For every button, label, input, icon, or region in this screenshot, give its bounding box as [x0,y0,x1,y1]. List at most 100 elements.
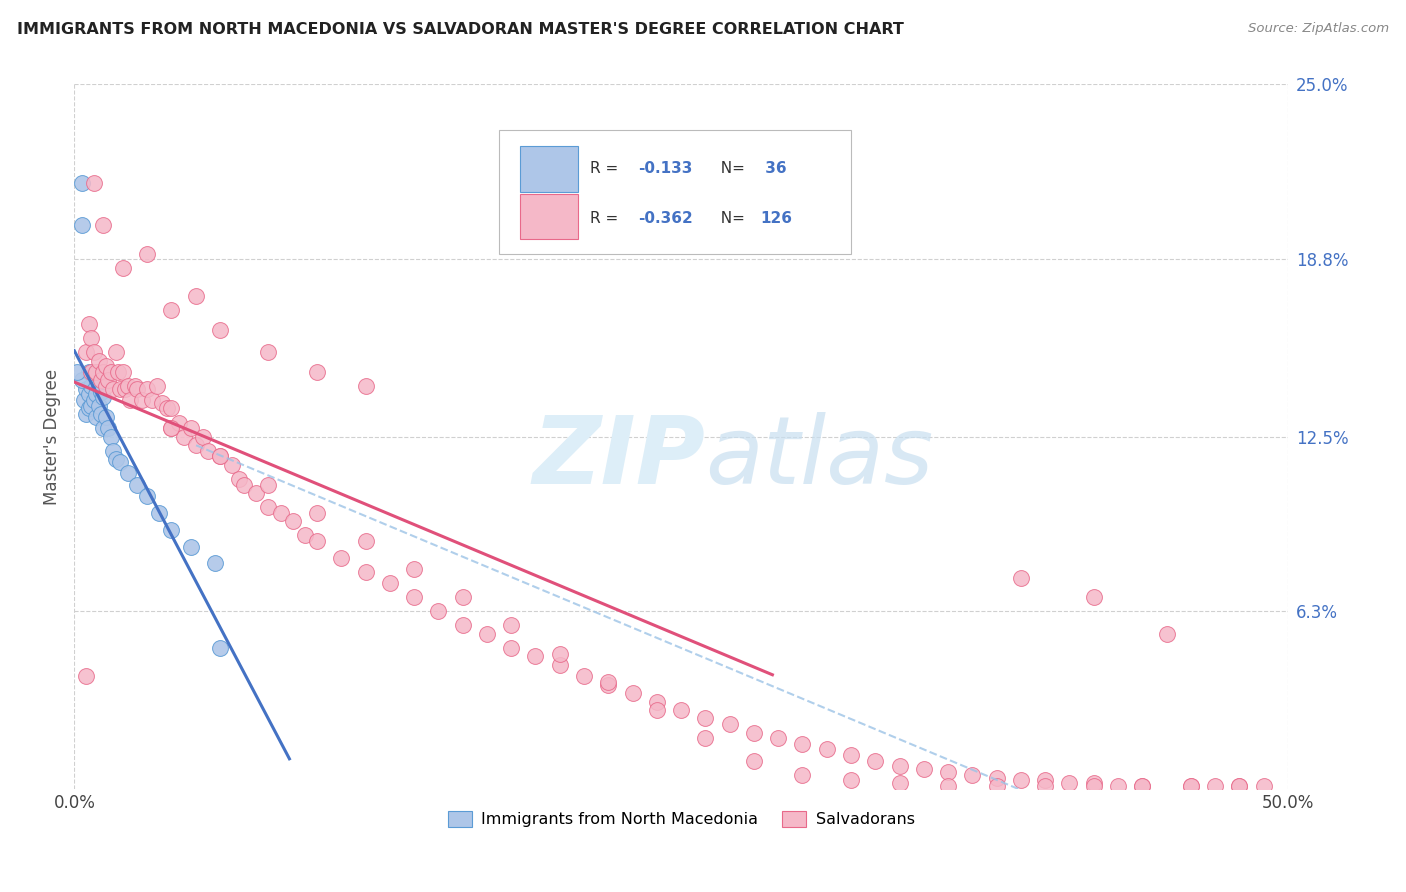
Point [94,359,117,374]
Point [97,373,120,387]
Text: -0.133: -0.133 [638,161,693,177]
Point [1130,779,1153,793]
Point [742,725,765,739]
Point [75,669,97,683]
Point [598,678,620,692]
Point [1083,776,1105,790]
Point [150,396,173,410]
Point [131,392,153,407]
Point [427,604,450,618]
Point [114,382,136,396]
Point [160,523,183,537]
Point [233,477,256,491]
Point [104,452,127,467]
Point [90,384,112,399]
Point [124,379,146,393]
Point [77,387,100,401]
Point [107,365,129,379]
Point [110,455,132,469]
Point [742,754,765,768]
Point [101,382,124,396]
Point [93,219,115,233]
Point [148,506,170,520]
Text: 126: 126 [761,211,792,226]
Point [127,382,149,396]
Point [475,627,498,641]
Point [127,477,149,491]
Point [77,317,100,331]
Point [83,176,105,190]
Text: 36: 36 [761,161,786,177]
Legend: Immigrants from North Macedonia, Salvadorans: Immigrants from North Macedonia, Salvado… [441,805,921,834]
Point [80,331,103,345]
Point [83,345,105,359]
Text: IMMIGRANTS FROM NORTH MACEDONIA VS SALVADORAN MASTER'S DEGREE CORRELATION CHART: IMMIGRANTS FROM NORTH MACEDONIA VS SALVA… [17,22,904,37]
Point [160,401,183,416]
Point [766,731,789,746]
Point [70,176,93,190]
Point [1130,779,1153,793]
Point [621,686,644,700]
Point [93,365,115,379]
Point [191,430,214,444]
Point [912,762,935,776]
Point [184,289,207,303]
Point [83,368,105,382]
Point [548,657,571,672]
Point [136,382,159,396]
Point [1033,779,1056,793]
Point [155,401,177,416]
Point [83,392,105,407]
Point [598,674,620,689]
Point [87,379,110,393]
Point [1107,779,1129,793]
Point [354,379,377,393]
Point [451,618,474,632]
Point [572,669,595,683]
Point [204,557,226,571]
Point [70,373,93,387]
Point [865,754,887,768]
Point [889,759,911,773]
Point [110,382,132,396]
Point [305,533,328,548]
Point [792,737,814,751]
Point [101,443,124,458]
Point [87,353,110,368]
Point [90,407,112,421]
Text: -0.362: -0.362 [638,211,693,226]
Point [93,421,115,435]
Point [73,392,96,407]
Point [208,322,231,336]
Point [167,416,190,430]
Point [97,421,120,435]
Point [1204,779,1226,793]
Point [80,365,103,379]
Text: N=: N= [711,161,751,177]
Point [90,373,112,387]
Point [257,345,280,359]
Point [160,421,183,435]
Point [718,717,741,731]
Point [245,486,267,500]
Point [100,365,122,379]
Point [208,640,231,655]
Point [1180,779,1202,793]
Point [792,768,814,782]
Point [1227,779,1250,793]
Point [160,302,183,317]
Point [1227,779,1250,793]
Point [451,591,474,605]
Point [354,565,377,579]
Point [548,647,571,661]
Text: atlas: atlas [706,412,934,503]
Point [141,392,163,407]
Point [208,450,231,464]
Point [173,430,195,444]
Point [305,506,328,520]
Point [77,401,100,416]
Point [160,421,183,435]
Point [354,533,377,548]
Point [180,540,202,554]
FancyBboxPatch shape [499,130,851,253]
